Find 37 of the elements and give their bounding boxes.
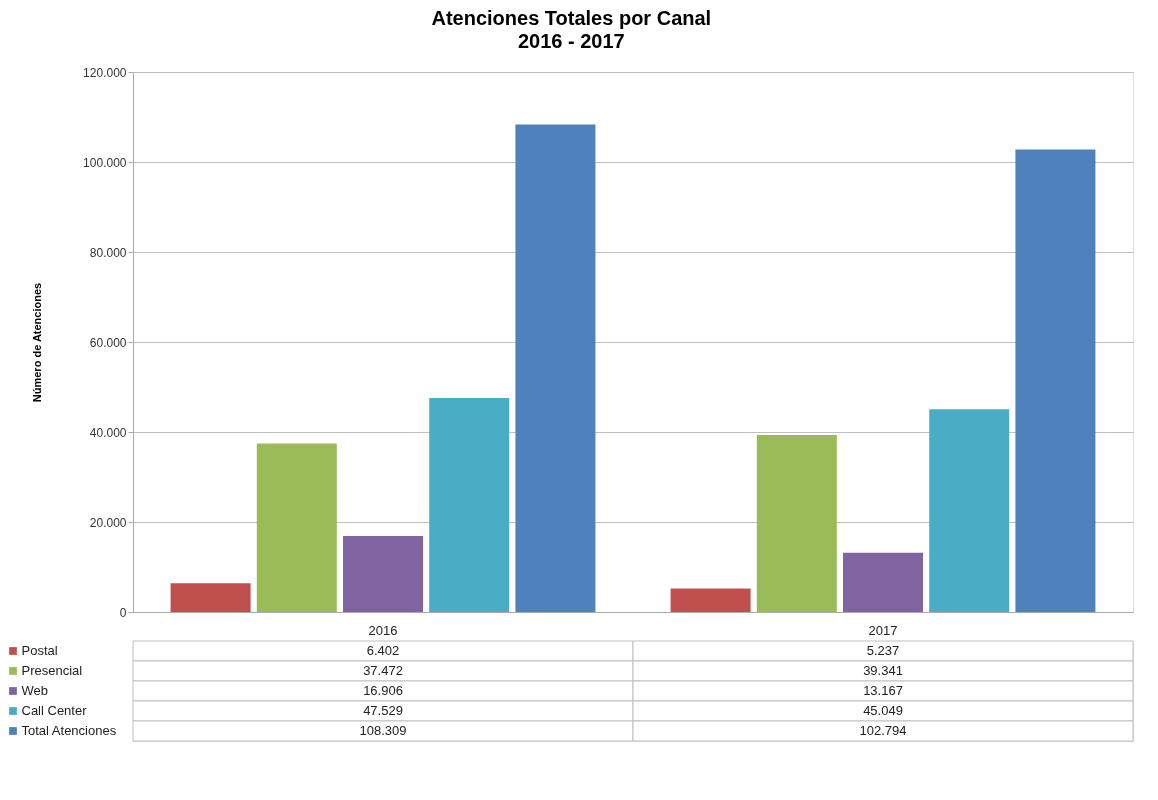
- bar: [929, 409, 1010, 612]
- bar: [343, 535, 423, 612]
- data-label: 37.472: [363, 663, 403, 678]
- legend-label: Web: [21, 683, 48, 698]
- y-axis-title: Número de Atenciones: [31, 282, 44, 403]
- x-tick-label: 2017: [868, 622, 898, 638]
- y-tick-label: 80.000: [89, 245, 127, 260]
- legend-label: Presencial: [21, 663, 83, 678]
- data-label: 45.049: [863, 703, 903, 718]
- y-tick-label: 20.000: [89, 515, 127, 530]
- data-label: 6.402: [366, 643, 400, 658]
- bar: [756, 434, 837, 612]
- bar: [670, 588, 751, 612]
- y-tick-label: 0: [119, 605, 127, 620]
- data-label: 47.529: [363, 703, 403, 718]
- legend-label: Call Center: [21, 703, 88, 718]
- data-label: 5.237: [866, 643, 900, 658]
- y-tick-label: 100.000: [83, 155, 127, 170]
- y-tick-label: 60.000: [89, 335, 127, 350]
- legend-label: Total Atenciones: [21, 723, 117, 738]
- data-label: 102.794: [859, 723, 907, 738]
- bar: [429, 398, 510, 612]
- y-tick-label: 40.000: [89, 425, 127, 440]
- legend-label: Postal: [21, 643, 58, 658]
- chart-title: Atenciones Totales por Canal: [431, 6, 712, 29]
- data-label: 108.309: [359, 723, 407, 738]
- bar: [256, 443, 337, 612]
- data-label: 13.167: [863, 683, 903, 698]
- y-tick-label: 120.000: [83, 65, 127, 80]
- bar: [843, 552, 923, 612]
- bar: [170, 583, 251, 612]
- bar: [1015, 149, 1096, 612]
- bar: [515, 124, 596, 612]
- data-label: 16.906: [363, 683, 403, 698]
- x-tick-label: 2016: [368, 622, 398, 638]
- data-label: 39.341: [863, 663, 903, 678]
- chart-subtitle: 2016 - 2017: [517, 29, 625, 52]
